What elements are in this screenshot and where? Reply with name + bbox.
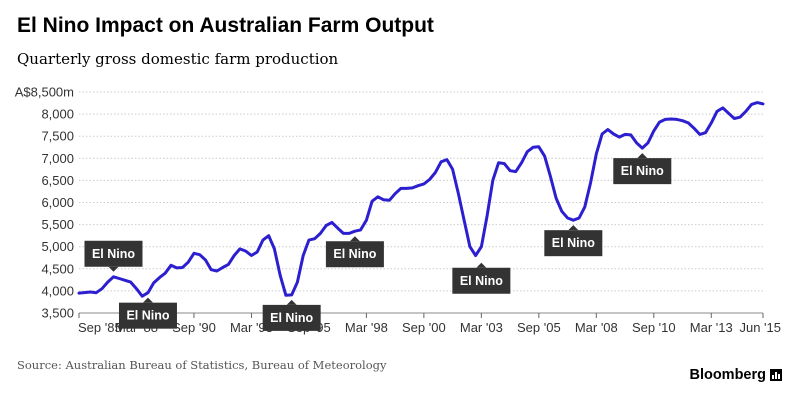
el-nino-annotation: El Nino — [118, 297, 177, 329]
x-tick-label: Sep '00 — [402, 320, 446, 335]
annotation-box — [452, 267, 511, 294]
y-tick-label: 4,000 — [41, 283, 74, 298]
annotation-label: El Nino — [270, 311, 313, 325]
y-tick-label: 3,500 — [41, 306, 74, 321]
x-tick-label: Mar '98 — [345, 320, 388, 335]
brand-name: Bloomberg — [689, 367, 766, 383]
annotation-label: El Nino — [333, 247, 376, 261]
bloomberg-bars-icon — [770, 369, 782, 381]
annotation-label: El Nino — [621, 164, 664, 178]
x-tick-label: Jun '15 — [739, 320, 781, 335]
el-nino-annotation: El Nino — [544, 225, 603, 257]
annotation-pointer — [476, 262, 487, 268]
annotation-label: El Nino — [92, 247, 135, 261]
annotation-box — [544, 230, 603, 257]
y-tick-label: 8,000 — [41, 107, 74, 122]
annotation-pointer — [286, 299, 297, 305]
annotation-label: El Nino — [460, 274, 503, 288]
annotation-pointer — [637, 153, 648, 159]
y-tick-label: 4,500 — [41, 261, 74, 276]
y-tick-label: 5,000 — [41, 239, 74, 254]
x-tick-label: Mar '03 — [460, 320, 503, 335]
el-nino-annotation: El Nino — [613, 153, 672, 185]
chart-title: El Nino Impact on Australian Farm Output — [17, 14, 434, 37]
x-tick-label: Sep '85 — [78, 320, 122, 335]
series-line — [77, 101, 765, 298]
chart-subtitle: Quarterly gross domestic farm production — [17, 50, 339, 68]
annotations: El Nino El Nino El Nino El Nino El Nino El Ni… — [84, 153, 672, 331]
annotation-box — [325, 241, 384, 268]
annotation-label: El Nino — [552, 236, 595, 250]
x-tick-label: Sep '90 — [172, 320, 216, 335]
y-tick-label: 6,000 — [41, 195, 74, 210]
brand-logo: Bloomberg — [689, 367, 782, 383]
x-tick-label: Sep '10 — [632, 320, 676, 335]
annotation-box — [84, 240, 143, 267]
annotation-pointer — [108, 266, 119, 272]
annotation-box — [613, 158, 672, 185]
annotation-pointer — [568, 225, 579, 231]
y-tick-label: A$8,500m — [15, 85, 74, 100]
x-tick-label: Sep '05 — [517, 320, 561, 335]
y-tick-label: 7,000 — [41, 151, 74, 166]
el-nino-annotation: El Nino — [325, 236, 384, 268]
el-nino-annotation: El Nino — [262, 299, 321, 331]
annotation-label: El Nino — [126, 309, 169, 323]
annotation-pointer — [349, 236, 360, 242]
annotation-box — [262, 304, 321, 331]
y-axis-ticks: 3,500 4,000 4,500 5,000 5,500 6,000 6,500 7,000… — [15, 85, 74, 321]
source-note: Source: Australian Bureau of Statistics,… — [17, 358, 387, 372]
y-tick-label: 7,500 — [41, 129, 74, 144]
annotation-pointer — [142, 297, 153, 303]
el-nino-annotation: El Nino — [452, 262, 511, 294]
line-chart: 3,500 4,000 4,500 5,000 5,500 6,000 6,500 7,000… — [15, 85, 781, 336]
gridlines — [79, 91, 763, 314]
x-tick-label: Mar '93 — [230, 320, 273, 335]
y-tick-label: 6,500 — [41, 173, 74, 188]
y-tick-label: 5,500 — [41, 217, 74, 232]
el-nino-annotation: El Nino — [84, 240, 143, 272]
series-line-group — [77, 101, 765, 298]
x-tick-label: Mar '08 — [575, 320, 618, 335]
annotation-box — [118, 302, 177, 329]
x-tick-label: Mar '13 — [690, 320, 733, 335]
